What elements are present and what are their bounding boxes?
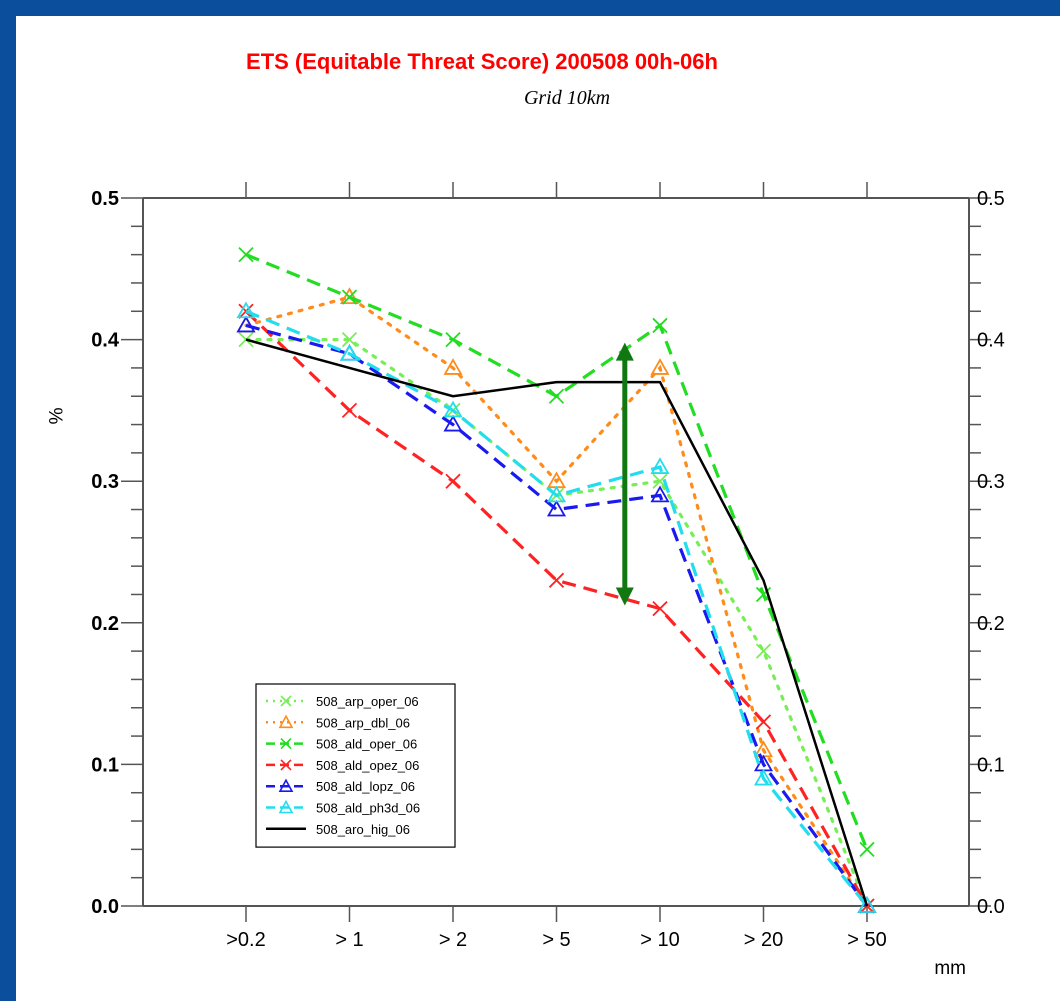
ets-line-chart: ETS (Equitable Threat Score) 200508 00h-… — [44, 49, 1005, 979]
data-point-triangle-marker — [650, 457, 670, 474]
data-point-triangle-marker — [650, 485, 670, 503]
legend-triangle-marker — [278, 714, 294, 729]
data-point-triangle-marker — [546, 499, 567, 517]
legend-entry: 508_ald_lopz_06 — [266, 778, 415, 794]
y-tick-label-right: 0.1 — [977, 754, 1005, 776]
y-tick-label-right: 0.3 — [977, 471, 1005, 493]
data-point-triangle-marker — [236, 301, 256, 319]
legend-entry: 508_arp_dbl_06 — [266, 714, 410, 730]
annotation-arrow-head-top — [615, 342, 634, 361]
series-line — [245, 309, 869, 908]
data-point-triangle-marker — [443, 414, 463, 432]
data-point-x-marker — [238, 247, 254, 263]
legend-label: 508_ald_oper_06 — [316, 737, 417, 752]
series-layer — [236, 247, 877, 914]
legend-box — [255, 683, 456, 848]
legend-label: 508_aro_hig_06 — [316, 822, 410, 837]
x-tick-label: > 5 — [542, 929, 570, 951]
chart-title: ETS (Equitable Threat Score) 200508 00h-… — [246, 49, 718, 74]
chart-frame: ETS (Equitable Threat Score) 200508 00h-… — [16, 16, 1060, 1001]
data-point-x-marker — [445, 473, 461, 489]
y-tick-label-right: 0.4 — [977, 330, 1005, 352]
x-tick-label: > 50 — [847, 929, 886, 951]
legend-x-marker — [280, 738, 292, 750]
data-point-x-marker — [341, 402, 358, 419]
data-point-x-marker — [445, 331, 461, 348]
y-tick-label-right: 0.0 — [977, 896, 1005, 918]
legend-x-marker — [280, 695, 292, 707]
data-point-x-marker — [755, 643, 772, 659]
x-tick-label: >0.2 — [226, 929, 265, 951]
series-line — [245, 323, 869, 907]
y-tick-label-left: 0.3 — [91, 471, 119, 493]
chart-subtitle: Grid 10km — [524, 87, 610, 109]
data-point-triangle-marker — [753, 768, 774, 786]
chart-axes: 0.0 0.0 0.1 0.1 0.2 0.2 0.3 0.3 0.4 0.4 0.5 0.5 >0.2… — [91, 182, 1005, 951]
legend-entry: 508_arp_oper_06 — [266, 694, 419, 709]
y-tick-label-right: 0.5 — [977, 188, 1005, 210]
x-axis-label: mm — [934, 958, 966, 979]
data-point-triangle-marker — [857, 896, 877, 913]
x-tick-label: > 20 — [744, 929, 783, 951]
y-axis-label: % — [44, 408, 65, 425]
legend-entry: 508_ald_opez_06 — [266, 758, 419, 773]
series-line — [244, 295, 869, 908]
data-point-triangle-marker — [339, 287, 360, 305]
data-point-x-marker — [341, 289, 358, 305]
legend-entry: 508_ald_oper_06 — [266, 737, 417, 752]
legend-triangle-marker — [278, 799, 294, 814]
series-line — [245, 338, 869, 907]
data-point-x-marker — [859, 841, 875, 857]
legend-label: 508_arp_oper_06 — [316, 694, 419, 709]
legend-entry: 508_aro_hig_06 — [266, 822, 410, 837]
x-tick-label: > 2 — [439, 929, 467, 951]
data-point-x-marker — [755, 714, 772, 730]
legend-label: 508_ald_lopz_06 — [316, 779, 415, 794]
legend-entry: 508_ald_ph3d_06 — [266, 799, 420, 816]
legend-x-marker — [280, 759, 292, 771]
series-508_ald_ph3d_06 — [236, 301, 877, 913]
y-tick-label-left: 0.2 — [91, 613, 119, 635]
legend-label: 508_arp_dbl_06 — [316, 715, 410, 730]
data-point-triangle-marker — [236, 315, 256, 333]
data-point-triangle-marker — [650, 358, 670, 375]
y-tick-label-left: 0.1 — [91, 754, 119, 776]
x-tick-label: > 1 — [335, 929, 363, 951]
data-point-triangle-marker — [443, 358, 463, 375]
data-point-x-marker — [548, 388, 565, 404]
y-tick-label-left: 0.5 — [91, 188, 119, 210]
x-tick-label: > 10 — [640, 929, 679, 951]
data-point-x-marker — [341, 331, 358, 348]
y-tick-label-left: 0.4 — [91, 330, 120, 352]
series-508_aro_hig_06 — [245, 338, 869, 907]
data-point-triangle-marker — [339, 343, 360, 361]
chart-legend: 508_arp_oper_06 508_arp_dbl_06 508_ald_ope… — [255, 683, 456, 848]
series-508_ald_oper_06 — [238, 247, 875, 857]
data-point-x-marker — [652, 317, 668, 334]
y-tick-label-right: 0.2 — [977, 613, 1005, 635]
data-point-x-marker — [548, 572, 565, 588]
legend-triangle-marker — [278, 778, 294, 792]
legend-label: 508_ald_ph3d_06 — [316, 801, 420, 816]
annotation-arrow-head-bottom — [615, 587, 634, 606]
data-point-triangle-marker — [443, 400, 463, 418]
data-point-x-marker — [652, 601, 668, 617]
y-tick-label-left: 0.0 — [91, 896, 119, 918]
data-point-triangle-marker — [546, 485, 567, 503]
legend-label: 508_ald_opez_06 — [316, 758, 419, 773]
data-point-x-marker — [755, 586, 772, 603]
annotation-layer — [615, 342, 634, 606]
